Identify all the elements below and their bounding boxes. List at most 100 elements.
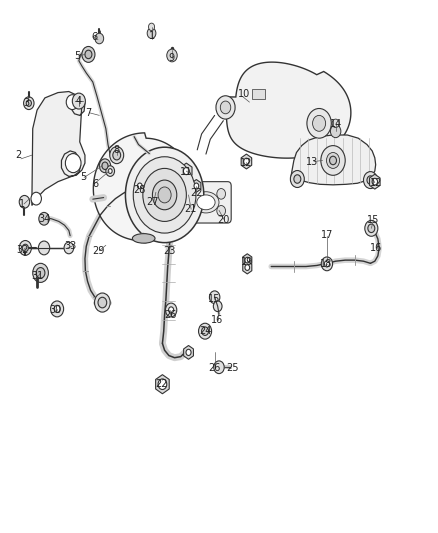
Circle shape [186, 349, 191, 356]
Circle shape [72, 93, 85, 109]
Circle shape [39, 241, 49, 255]
Circle shape [307, 109, 331, 138]
Circle shape [26, 100, 32, 107]
Text: 32: 32 [16, 245, 28, 255]
Circle shape [19, 196, 30, 208]
Circle shape [313, 115, 325, 131]
Circle shape [50, 301, 64, 317]
Ellipse shape [151, 189, 161, 196]
Polygon shape [243, 254, 252, 266]
Circle shape [24, 97, 34, 110]
Text: 29: 29 [92, 246, 104, 256]
Circle shape [213, 301, 222, 312]
Circle shape [33, 263, 48, 282]
Text: 31: 31 [32, 271, 44, 281]
Circle shape [244, 158, 249, 165]
Circle shape [220, 101, 231, 114]
Text: 14: 14 [329, 119, 342, 130]
Text: 13: 13 [307, 157, 319, 166]
Text: 33: 33 [64, 241, 76, 252]
Text: 17: 17 [321, 230, 333, 240]
Circle shape [95, 33, 104, 44]
Circle shape [167, 49, 177, 62]
Circle shape [365, 220, 378, 236]
Circle shape [39, 213, 49, 225]
Polygon shape [155, 375, 169, 394]
Polygon shape [184, 345, 194, 359]
Polygon shape [241, 154, 252, 169]
Text: 16: 16 [211, 314, 223, 325]
Text: 9: 9 [168, 53, 174, 63]
Text: 15: 15 [367, 215, 380, 225]
Circle shape [147, 28, 156, 38]
Text: 1: 1 [148, 31, 155, 41]
Ellipse shape [163, 189, 192, 201]
Text: 28: 28 [134, 184, 146, 195]
Text: 8: 8 [113, 145, 120, 155]
Circle shape [194, 183, 199, 189]
Circle shape [125, 147, 204, 243]
Circle shape [19, 240, 32, 255]
Circle shape [216, 96, 235, 119]
Circle shape [158, 187, 171, 203]
Circle shape [106, 166, 115, 176]
Text: 4: 4 [76, 96, 82, 106]
Circle shape [110, 147, 124, 164]
Text: 3: 3 [24, 98, 30, 108]
Text: 26: 26 [208, 364, 221, 373]
Circle shape [321, 257, 332, 271]
Circle shape [169, 307, 174, 313]
Circle shape [64, 242, 74, 254]
Text: 7: 7 [85, 108, 92, 118]
Text: 16: 16 [371, 243, 383, 253]
Circle shape [332, 119, 339, 127]
Circle shape [214, 361, 224, 374]
Text: 21: 21 [184, 204, 197, 214]
Circle shape [198, 323, 212, 339]
Circle shape [99, 159, 111, 173]
Polygon shape [93, 133, 192, 241]
Text: 1: 1 [19, 199, 25, 209]
Text: 12: 12 [370, 177, 382, 188]
Circle shape [148, 23, 155, 30]
Text: 20: 20 [217, 215, 230, 225]
Circle shape [22, 244, 28, 252]
Text: 22: 22 [190, 188, 203, 198]
Circle shape [152, 180, 177, 210]
Circle shape [321, 146, 345, 175]
Circle shape [372, 179, 378, 185]
Text: 6: 6 [92, 179, 98, 189]
Text: 19: 19 [241, 257, 254, 267]
Text: 34: 34 [38, 214, 50, 224]
Polygon shape [252, 89, 265, 100]
Text: 2: 2 [16, 150, 22, 160]
Circle shape [102, 162, 108, 169]
Circle shape [186, 189, 195, 199]
Text: 22: 22 [155, 379, 168, 389]
Polygon shape [192, 180, 201, 192]
Circle shape [368, 224, 375, 232]
Circle shape [201, 327, 208, 335]
Text: 5: 5 [80, 172, 86, 182]
Text: 6: 6 [91, 32, 97, 42]
Circle shape [184, 167, 189, 175]
Circle shape [31, 192, 42, 205]
Text: 27: 27 [147, 197, 159, 207]
Circle shape [326, 152, 339, 168]
Circle shape [66, 95, 78, 110]
Polygon shape [181, 163, 192, 179]
Text: 12: 12 [240, 158, 253, 168]
Circle shape [294, 175, 301, 183]
Text: 26: 26 [164, 310, 177, 320]
Text: 23: 23 [163, 246, 175, 256]
Circle shape [98, 297, 107, 308]
Circle shape [141, 187, 149, 198]
Text: 18: 18 [319, 259, 332, 269]
Ellipse shape [166, 191, 189, 199]
Circle shape [65, 154, 81, 173]
Circle shape [245, 265, 250, 270]
Circle shape [36, 268, 45, 278]
Circle shape [329, 156, 336, 165]
Circle shape [209, 291, 220, 304]
Circle shape [54, 305, 60, 312]
